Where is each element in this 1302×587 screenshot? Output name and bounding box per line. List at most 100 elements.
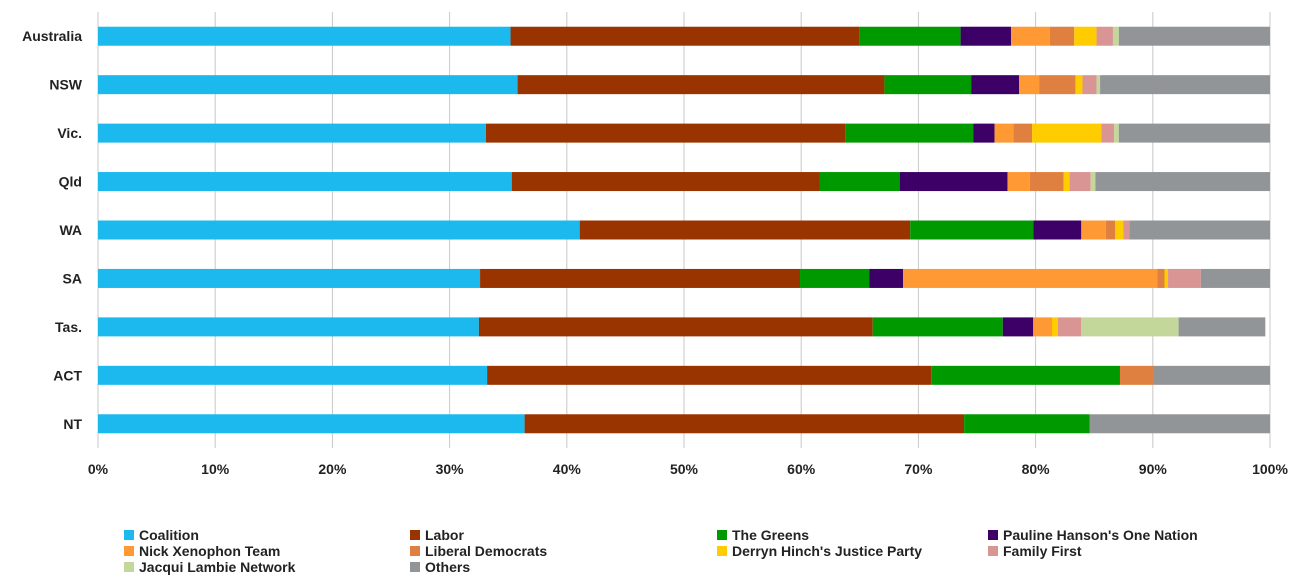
bar-segment [845, 123, 974, 143]
x-tick-label: 50% [670, 461, 699, 477]
legend-label: Nick Xenophon Team [139, 543, 281, 559]
legend-swatch [410, 562, 420, 572]
bar-segment [1081, 317, 1179, 337]
category-label: Qld [59, 174, 82, 190]
bar-segment [1007, 172, 1030, 192]
bar-segment [859, 26, 961, 46]
bar-segment [1105, 220, 1116, 240]
bar-segment [931, 365, 1120, 385]
bar-segment [1129, 220, 1270, 240]
bar-segment [1069, 172, 1091, 192]
bar-segment [1039, 75, 1076, 95]
bar-segment [1049, 26, 1075, 46]
legend-label: Family First [1003, 543, 1082, 559]
bar-segment [524, 414, 965, 434]
legend-label: Liberal Democrats [425, 543, 548, 559]
bar-segment [1081, 220, 1106, 240]
legend-item: Jacqui Lambie Network [124, 559, 295, 575]
legend-item: Liberal Democrats [410, 543, 547, 559]
bar-segment [903, 268, 1158, 288]
legend-item: Others [410, 559, 470, 575]
legend-label: Others [425, 559, 471, 575]
legend-label: Derryn Hinch's Justice Party [732, 543, 923, 559]
x-axis-tick-labels: 0% 10% 20% 30% 40% 50% 60% 70% 80% 90% 100% [88, 461, 1289, 477]
bar-segment [1032, 123, 1102, 143]
category-label: Tas. [55, 319, 82, 335]
bar-segment [517, 75, 885, 95]
bar-segment [1164, 268, 1169, 288]
legend-label: Jacqui Lambie Network [139, 559, 296, 575]
bar-segment [971, 75, 1020, 95]
legend-item: Pauline Hanson's One Nation [988, 527, 1198, 543]
bar-segment [1096, 75, 1101, 95]
legend-label: Coalition [139, 527, 199, 543]
category-labels: Australia NSW Vic. Qld WA SA Tas. ACT NT [22, 28, 83, 432]
bar-segment [1063, 172, 1070, 192]
bar-segment [1089, 414, 1270, 434]
legend-label: The Greens [732, 527, 810, 543]
bar-segment [800, 268, 870, 288]
bar-segment [1200, 268, 1270, 288]
bar-segment [973, 123, 995, 143]
bar-segment [510, 26, 860, 46]
legend-swatch [988, 530, 998, 540]
bar-segment [485, 123, 846, 143]
category-label: Australia [22, 28, 82, 44]
bar-segment [480, 268, 801, 288]
legend-label: Pauline Hanson's One Nation [1003, 527, 1198, 543]
category-label: NT [63, 416, 82, 432]
legend-swatch [717, 530, 727, 540]
bar-segment [1123, 220, 1130, 240]
bar-segment [884, 75, 972, 95]
bar-segment [487, 365, 932, 385]
category-label: Vic. [57, 125, 82, 141]
x-tick-label: 70% [904, 461, 933, 477]
bar-segment [994, 123, 1014, 143]
category-label: ACT [53, 367, 82, 383]
legend-item: Derryn Hinch's Justice Party [717, 543, 922, 559]
bar-segment [1168, 268, 1201, 288]
bar-segment [511, 172, 820, 192]
bar-segment [1115, 220, 1124, 240]
legend-swatch [988, 546, 998, 556]
bar-segment [1119, 365, 1154, 385]
bar-segment [1082, 75, 1097, 95]
legend-swatch [717, 546, 727, 556]
bar-segment [98, 220, 580, 240]
bar-segment [98, 75, 518, 95]
x-tick-label: 20% [318, 461, 347, 477]
x-tick-label: 10% [201, 461, 230, 477]
bar-segment [964, 414, 1090, 434]
legend-label: Labor [425, 527, 464, 543]
bar-segment [1013, 123, 1033, 143]
bar-segment [98, 317, 479, 337]
bar-segment [1178, 317, 1266, 337]
bar-segment [98, 26, 511, 46]
bar-segment [1033, 220, 1082, 240]
bar-segment [1057, 317, 1082, 337]
bar-segment [1100, 75, 1270, 95]
bar-segment [1052, 317, 1058, 337]
x-tick-label: 100% [1252, 461, 1288, 477]
bar-segment [872, 317, 1003, 337]
x-tick-label: 40% [553, 461, 582, 477]
bar-segment [1112, 26, 1119, 46]
legend-swatch [124, 562, 134, 572]
bar-segment [1002, 317, 1034, 337]
category-label: NSW [49, 77, 82, 93]
legend-item: Coalition [124, 527, 199, 543]
bar-segment [98, 268, 481, 288]
bar-segment [98, 172, 512, 192]
bar-segment [1096, 26, 1113, 46]
bar-segment [579, 220, 911, 240]
bar-segment [869, 268, 904, 288]
bars [98, 26, 1270, 434]
bar-segment [1075, 75, 1083, 95]
x-tick-label: 30% [436, 461, 465, 477]
category-label: SA [63, 270, 82, 286]
legend-swatch [410, 530, 420, 540]
bar-segment [1074, 26, 1097, 46]
legend-swatch [124, 546, 134, 556]
bar-segment [1019, 75, 1040, 95]
